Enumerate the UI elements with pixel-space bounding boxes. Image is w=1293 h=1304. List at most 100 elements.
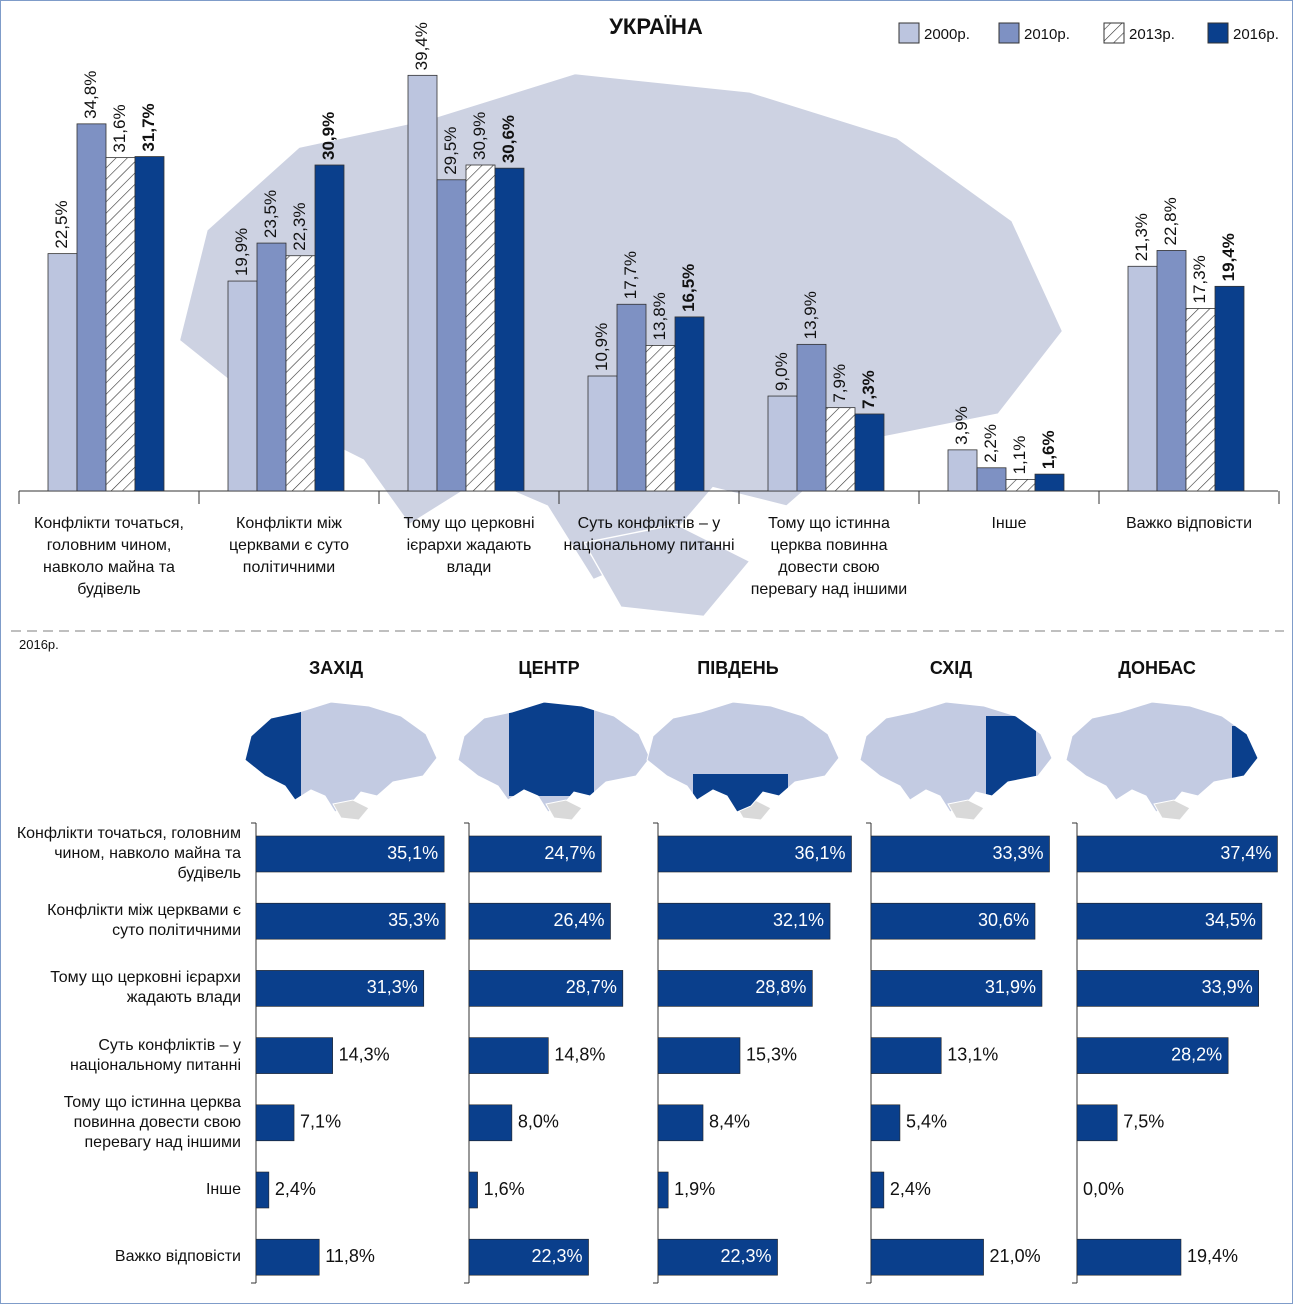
bar <box>468 970 624 1007</box>
bar <box>468 1171 478 1209</box>
bar <box>870 835 1050 873</box>
value-label: 13,1% <box>947 1044 998 1064</box>
bar <box>947 449 978 492</box>
bar <box>767 395 798 492</box>
value-label: 28,2% <box>1171 1044 1222 1064</box>
panel-title: ДОНБАС <box>1118 658 1196 678</box>
value-label: 13,8% <box>650 292 669 340</box>
y-tick-label: Інше <box>205 1181 241 1198</box>
legend-swatch <box>1207 22 1229 44</box>
y-tick-label: Тому що церковні ієрархи жадають влади <box>50 969 241 1007</box>
value-label: 30,6% <box>499 115 518 163</box>
value-label: 22,3% <box>531 1246 582 1266</box>
panel-title: ЦЕНТР <box>518 658 579 678</box>
bar <box>255 970 425 1007</box>
bar <box>657 1238 778 1276</box>
bar <box>1076 970 1260 1007</box>
y-tick-label: Суть конфліктів – у національному питанн… <box>70 1036 241 1074</box>
value-label: 31,3% <box>367 977 418 997</box>
bar <box>1076 835 1278 873</box>
value-label: 9,0% <box>772 352 791 391</box>
value-label: 11,8% <box>325 1246 375 1266</box>
bar <box>255 902 446 940</box>
bar <box>1034 473 1065 492</box>
bar <box>1127 265 1158 492</box>
bar <box>657 1104 704 1142</box>
x-tick-label: Суть конфліктів – у національному питанн… <box>563 515 735 554</box>
subtitle: 2016р. <box>19 637 59 652</box>
bar <box>407 74 438 492</box>
panel-title: СХІД <box>930 658 972 678</box>
x-tick-label: Конфлікти точаться, головним чином, навк… <box>34 515 184 598</box>
legend-label: 2010р. <box>1024 26 1070 43</box>
panel-title: ЗАХІД <box>309 658 363 678</box>
bar <box>468 902 611 940</box>
value-label: 16,5% <box>679 264 698 312</box>
value-label: 19,4% <box>1219 233 1238 281</box>
bar <box>870 1171 885 1209</box>
value-label: 15,3% <box>746 1044 797 1064</box>
bar <box>796 343 827 492</box>
x-tick-label: Інше <box>991 515 1027 532</box>
value-label: 35,1% <box>387 843 438 863</box>
value-label: 22,3% <box>290 203 309 251</box>
bar <box>1214 285 1245 492</box>
bar <box>870 902 1036 940</box>
bar <box>1005 478 1036 492</box>
bar <box>436 179 467 492</box>
bar <box>1076 902 1263 940</box>
value-label: 2,4% <box>275 1179 316 1199</box>
value-label: 21,0% <box>990 1246 1041 1266</box>
bar <box>465 164 496 492</box>
value-label: 7,5% <box>1123 1112 1164 1132</box>
value-label: 2,4% <box>890 1179 931 1199</box>
value-label: 33,3% <box>992 843 1043 863</box>
x-tick-label: Тому що церковні ієрархи жадають влади <box>403 515 535 576</box>
chart-title: УКРАЇНА <box>609 14 703 39</box>
bar <box>314 164 345 492</box>
region-map <box>244 701 438 821</box>
y-tick-label: Тому що істинна церква повинна довести с… <box>63 1093 241 1151</box>
bar <box>255 1104 295 1142</box>
value-label: 8,4% <box>709 1112 750 1132</box>
value-label: 34,5% <box>1205 910 1256 930</box>
bar <box>976 467 1007 492</box>
value-label: 17,3% <box>1190 255 1209 303</box>
bar <box>256 242 287 492</box>
value-label: 10,9% <box>592 323 611 371</box>
bar <box>227 280 258 492</box>
bar <box>657 902 831 940</box>
value-label: 7,9% <box>830 364 849 403</box>
value-label: 29,5% <box>441 127 460 175</box>
value-label: 37,4% <box>1220 843 1271 863</box>
value-label: 17,7% <box>621 251 640 299</box>
map-crimea <box>332 799 370 821</box>
value-label: 3,9% <box>952 406 971 445</box>
value-label: 1,9% <box>674 1179 715 1199</box>
bar <box>255 1238 320 1276</box>
value-label: 31,7% <box>139 103 158 151</box>
value-label: 7,3% <box>859 370 878 409</box>
bar <box>47 253 78 492</box>
y-tick-label: Конфлікти точаться, головним чином, навк… <box>16 825 241 882</box>
value-label: 30,9% <box>319 112 338 160</box>
legend-label: 2016р. <box>1233 26 1279 43</box>
region-map <box>457 701 651 821</box>
legend-swatch <box>1103 22 1125 44</box>
legend-label: 2013р. <box>1129 26 1175 43</box>
bar <box>105 157 136 492</box>
value-label: 1,6% <box>1039 430 1058 469</box>
bar <box>468 835 602 873</box>
x-tick-label: Тому що істинна церква повинна довести с… <box>750 515 908 598</box>
bar <box>1076 1037 1229 1074</box>
value-label: 14,8% <box>554 1044 605 1064</box>
value-label: 24,7% <box>544 843 595 863</box>
value-label: 14,3% <box>339 1044 390 1064</box>
bar <box>468 1037 549 1074</box>
region-map <box>859 701 1053 821</box>
value-label: 34,8% <box>81 71 100 119</box>
legend-label: 2000р. <box>924 26 970 43</box>
value-label: 31,6% <box>110 104 129 152</box>
